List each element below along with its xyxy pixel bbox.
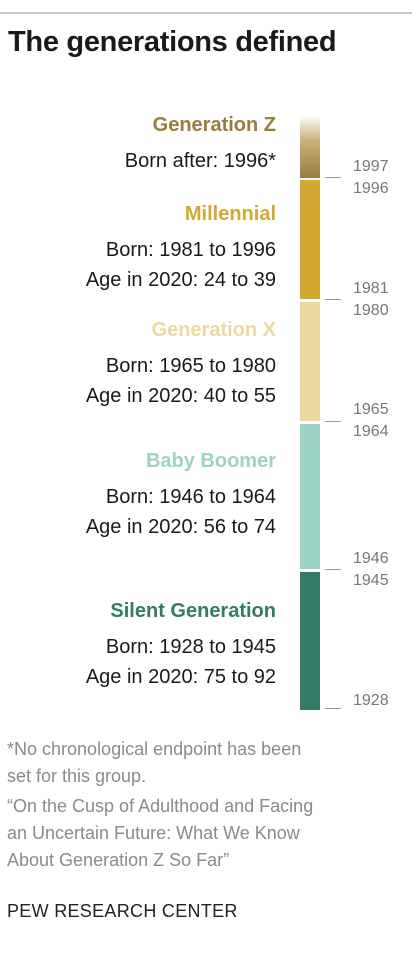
millennial-born: Born: 1981 to 1996	[105, 239, 276, 261]
year-label-1964: 1964	[353, 423, 389, 440]
silent-generation-block: Silent Generation Born: 1928 to 1945 Age…	[86, 599, 276, 692]
year-label-1980: 1980	[353, 302, 389, 319]
tick-1997	[325, 177, 341, 178]
generation-z-bar	[300, 115, 320, 178]
footnote-line: set for this group.	[7, 766, 147, 786]
tick-1946	[325, 569, 341, 570]
year-label-1997: 1997	[353, 158, 389, 175]
millennial-block: Millennial Born: 1981 to 1996 Age in 202…	[86, 202, 276, 295]
baby-boomer-age: Age in 2020: 56 to 74	[85, 516, 276, 538]
footnote-line: *No chronological endpoint has been	[7, 739, 302, 759]
year-label-1946: 1946	[353, 550, 389, 567]
tick-1965	[325, 421, 341, 422]
generation-x-born: Born: 1965 to 1980	[105, 355, 276, 377]
silent-generation-bar	[300, 572, 320, 710]
citation-line: an Uncertain Future: What We Know	[7, 823, 300, 843]
generation-z-block: Generation Z Born after: 1996*	[125, 113, 276, 176]
source-label: PEW RESEARCH CENTER	[7, 901, 238, 921]
baby-boomer-born: Born: 1946 to 1964	[105, 486, 276, 508]
generation-z-name: Generation Z	[152, 114, 276, 136]
citation: “On the Cusp of Adulthood and Facing an …	[7, 793, 313, 874]
generation-x-age: Age in 2020: 40 to 55	[85, 385, 276, 407]
citation-line: About Generation Z So Far”	[7, 850, 230, 870]
year-label-1996: 1996	[353, 180, 389, 197]
silent-generation-name: Silent Generation	[110, 600, 276, 622]
millennial-bar	[300, 180, 320, 299]
citation-line: “On the Cusp of Adulthood and Facing	[7, 796, 314, 816]
year-label-1965: 1965	[353, 401, 389, 418]
tick-1928	[325, 708, 341, 709]
footnote: *No chronological endpoint has been set …	[7, 736, 301, 790]
baby-boomer-bar	[300, 424, 320, 569]
silent-generation-born: Born: 1928 to 1945	[105, 636, 276, 658]
top-rule	[0, 12, 412, 14]
chart-title: The generations defined	[8, 26, 337, 58]
year-label-1928: 1928	[353, 692, 389, 709]
baby-boomer-block: Baby Boomer Born: 1946 to 1964 Age in 20…	[86, 449, 276, 542]
millennial-age: Age in 2020: 24 to 39	[85, 269, 276, 291]
year-label-1945: 1945	[353, 572, 389, 589]
year-label-1981: 1981	[353, 280, 389, 297]
generation-x-bar	[300, 302, 320, 421]
generation-z-born: Born after: 1996*	[124, 150, 276, 172]
tick-1981	[325, 299, 341, 300]
generation-x-block: Generation X Born: 1965 to 1980 Age in 2…	[86, 318, 276, 411]
millennial-name: Millennial	[184, 203, 276, 225]
baby-boomer-name: Baby Boomer	[145, 450, 276, 472]
generation-x-name: Generation X	[151, 319, 276, 341]
silent-generation-age: Age in 2020: 75 to 92	[85, 666, 276, 688]
